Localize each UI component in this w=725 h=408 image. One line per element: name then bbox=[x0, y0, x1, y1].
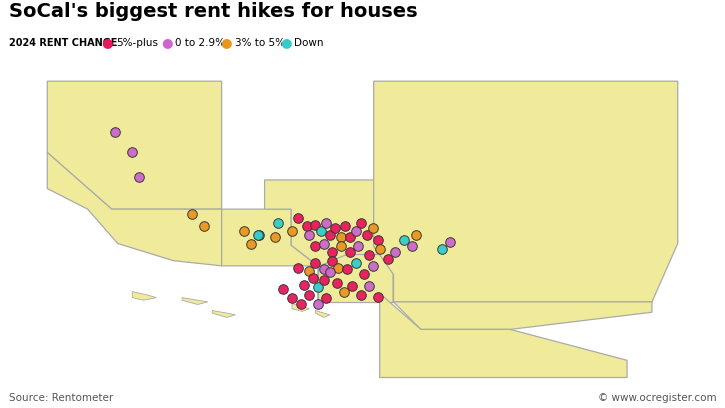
Point bbox=[278, 286, 289, 292]
Point bbox=[318, 266, 330, 273]
Point bbox=[329, 225, 341, 231]
Point bbox=[133, 174, 145, 181]
Point bbox=[273, 220, 284, 226]
Point bbox=[361, 232, 373, 238]
Point bbox=[186, 211, 198, 217]
Polygon shape bbox=[380, 293, 627, 377]
Text: 2024 RENT CHANGE: 2024 RENT CHANGE bbox=[9, 38, 117, 48]
Point bbox=[304, 292, 315, 298]
Text: Source: Rentometer: Source: Rentometer bbox=[9, 393, 113, 403]
Point bbox=[363, 283, 375, 290]
Point bbox=[372, 237, 384, 243]
Polygon shape bbox=[394, 275, 652, 329]
Polygon shape bbox=[265, 180, 394, 302]
Point bbox=[301, 223, 312, 230]
Point bbox=[318, 240, 330, 247]
Point bbox=[286, 228, 298, 235]
Point bbox=[320, 220, 332, 226]
Point bbox=[310, 243, 321, 249]
Point bbox=[269, 234, 281, 241]
Point bbox=[444, 239, 456, 245]
Point bbox=[344, 234, 355, 241]
Point bbox=[358, 271, 370, 278]
Point bbox=[389, 249, 401, 255]
Point bbox=[363, 251, 375, 258]
Point bbox=[318, 277, 330, 284]
Point bbox=[383, 256, 394, 262]
Polygon shape bbox=[182, 297, 208, 304]
Point bbox=[286, 294, 298, 301]
Point bbox=[320, 294, 332, 301]
Point bbox=[398, 237, 410, 243]
Point bbox=[304, 268, 315, 274]
Point bbox=[344, 249, 355, 255]
Point bbox=[324, 268, 336, 275]
Point bbox=[254, 232, 265, 238]
Point bbox=[292, 264, 304, 271]
Point bbox=[350, 228, 362, 235]
Text: ●: ● bbox=[161, 36, 173, 49]
Polygon shape bbox=[373, 81, 678, 302]
Text: 3% to 5%: 3% to 5% bbox=[235, 38, 285, 48]
Point bbox=[372, 293, 384, 300]
Point bbox=[374, 245, 386, 252]
Text: ●: ● bbox=[220, 36, 232, 49]
Point bbox=[109, 129, 121, 135]
Point bbox=[312, 300, 323, 307]
Point bbox=[295, 300, 307, 307]
Point bbox=[327, 257, 339, 264]
Point bbox=[327, 249, 339, 255]
Text: ●: ● bbox=[280, 36, 291, 49]
Polygon shape bbox=[318, 254, 394, 302]
Polygon shape bbox=[132, 292, 157, 300]
Point bbox=[333, 264, 344, 271]
Polygon shape bbox=[47, 153, 222, 266]
Point bbox=[310, 222, 321, 228]
Point bbox=[341, 266, 353, 273]
Point bbox=[350, 260, 362, 266]
Polygon shape bbox=[212, 310, 236, 317]
Polygon shape bbox=[47, 81, 222, 209]
Point bbox=[335, 243, 347, 249]
Text: ●: ● bbox=[102, 36, 113, 49]
Point bbox=[292, 215, 304, 221]
Point bbox=[331, 280, 342, 286]
Point bbox=[310, 260, 321, 266]
Point bbox=[304, 232, 315, 238]
Text: © www.ocregister.com: © www.ocregister.com bbox=[597, 393, 716, 403]
Point bbox=[307, 275, 318, 281]
Point bbox=[245, 240, 257, 247]
Point bbox=[312, 284, 323, 290]
Point bbox=[126, 149, 138, 155]
Point bbox=[367, 225, 378, 231]
Point bbox=[410, 232, 421, 238]
Text: 5%-plus: 5%-plus bbox=[116, 38, 158, 48]
Point bbox=[352, 243, 364, 249]
Point bbox=[324, 232, 336, 238]
Point bbox=[355, 292, 367, 298]
Polygon shape bbox=[292, 304, 310, 311]
Point bbox=[239, 228, 250, 235]
Point bbox=[335, 234, 347, 241]
Point bbox=[436, 245, 447, 252]
Point bbox=[298, 282, 310, 288]
Point bbox=[367, 263, 378, 269]
Polygon shape bbox=[222, 209, 318, 266]
Point bbox=[347, 283, 358, 290]
Point bbox=[252, 232, 263, 238]
Point bbox=[338, 288, 349, 295]
Point bbox=[407, 243, 418, 249]
Text: Down: Down bbox=[294, 38, 324, 48]
Point bbox=[339, 223, 351, 230]
Point bbox=[355, 220, 367, 226]
Point bbox=[315, 228, 327, 235]
Text: SoCal's biggest rent hikes for houses: SoCal's biggest rent hikes for houses bbox=[9, 2, 418, 21]
Point bbox=[198, 223, 210, 230]
Polygon shape bbox=[315, 310, 330, 317]
Text: 0 to 2.9%: 0 to 2.9% bbox=[175, 38, 225, 48]
